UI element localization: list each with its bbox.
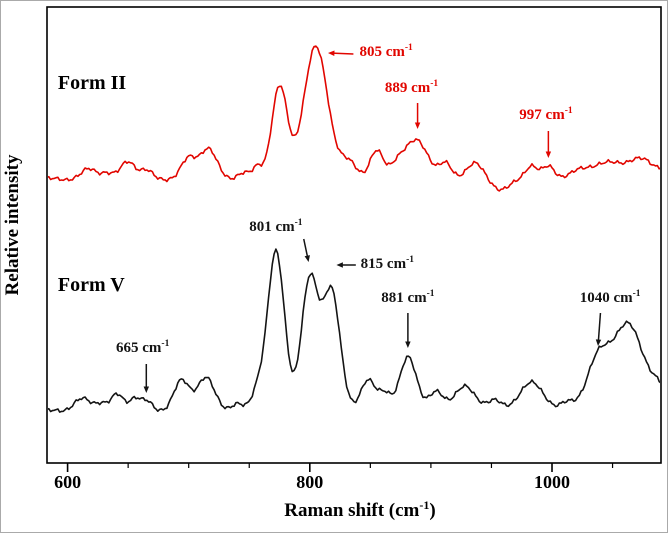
annotation-text-881: 881 cm-1	[381, 289, 435, 306]
annotation-text-1040: 1040 cm-1	[580, 289, 641, 306]
annotation-text-805: 805 cm-1	[359, 43, 413, 60]
annotation-1040: 1040 cm-1	[580, 289, 641, 346]
x-tick-label-600: 600	[54, 472, 81, 492]
x-axis-label: Raman shift (cm-1)	[284, 498, 435, 521]
annotation-805: 805 cm-1	[327, 43, 413, 60]
annotation-arrow-head	[595, 339, 602, 346]
annotation-text-801: 801 cm-1	[249, 218, 303, 235]
annotation-881: 881 cm-1	[381, 289, 435, 348]
annotation-arrow-head	[327, 50, 335, 56]
annotation-665: 665 cm-1	[116, 339, 170, 393]
annotation-815: 815 cm-1	[336, 255, 414, 272]
spectrum-form-v	[48, 248, 660, 413]
annotation-text-997: 997 cm-1	[519, 106, 573, 123]
x-tick-label-800: 800	[296, 472, 323, 492]
annotation-arrow-head	[545, 151, 552, 158]
x-axis-ticks	[66, 463, 614, 472]
annotation-text-889: 889 cm-1	[385, 79, 439, 96]
annotation-997: 997 cm-1	[519, 106, 573, 158]
annotation-text-665: 665 cm-1	[116, 339, 170, 356]
annotation-arrow-head	[414, 122, 421, 129]
annotation-arrow-line	[597, 312, 602, 342]
annotation-arrow-line	[303, 238, 309, 259]
y-axis-label: Relative intensity	[2, 154, 23, 295]
annotation-arrow-head	[143, 386, 150, 393]
x-tick-label-1000: 1000	[534, 472, 570, 492]
annotation-arrow-head	[405, 341, 411, 348]
series-label-form-v: Form V	[58, 274, 125, 296]
spectra-group	[48, 45, 660, 413]
annotation-text-815: 815 cm-1	[361, 255, 415, 272]
annotation-889: 889 cm-1	[385, 79, 439, 129]
series-label-form-ii: Form II	[58, 72, 127, 94]
annotation-arrow-head	[304, 255, 310, 262]
spectrum-form-ii	[48, 45, 660, 192]
plot-frame	[46, 6, 662, 464]
annotation-arrow-head	[336, 262, 343, 268]
annotation-801: 801 cm-1	[249, 218, 310, 262]
annotation-arrow-line	[332, 52, 354, 55]
